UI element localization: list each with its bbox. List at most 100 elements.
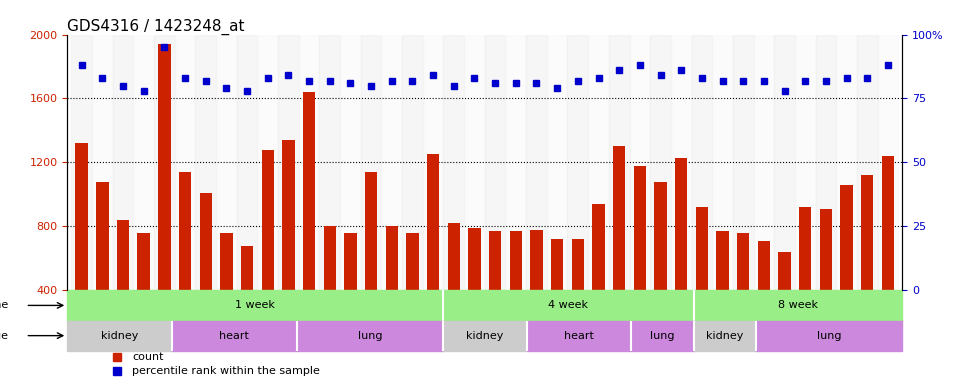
Bar	[133, 35, 154, 290]
Bar	[526, 321, 631, 351]
Bar	[634, 166, 646, 354]
Bar	[172, 321, 297, 351]
Bar	[282, 140, 295, 354]
Text: percentile rank within the sample: percentile rank within the sample	[132, 366, 321, 376]
Bar	[297, 321, 443, 351]
Text: tissue: tissue	[0, 331, 9, 341]
Text: kidney: kidney	[707, 331, 744, 341]
Bar	[861, 175, 874, 354]
Bar	[443, 290, 693, 321]
Bar	[406, 233, 419, 354]
Bar	[526, 35, 547, 290]
Bar	[365, 172, 377, 354]
Bar	[468, 228, 481, 354]
Bar	[650, 35, 671, 290]
Bar	[158, 44, 171, 354]
Text: 8 week: 8 week	[778, 300, 818, 310]
Bar	[691, 35, 712, 290]
Bar	[716, 231, 729, 354]
Bar	[427, 154, 440, 354]
Bar	[588, 35, 609, 290]
Bar	[675, 158, 687, 354]
Bar	[447, 223, 460, 354]
Bar	[712, 35, 732, 290]
Text: GDS4316 / 1423248_at: GDS4316 / 1423248_at	[67, 18, 245, 35]
Bar	[299, 35, 320, 290]
Bar	[857, 35, 877, 290]
Bar	[444, 35, 464, 290]
Bar	[820, 209, 832, 354]
Text: 4 week: 4 week	[548, 300, 588, 310]
Bar	[757, 241, 770, 354]
Bar	[696, 207, 708, 354]
Text: count: count	[132, 352, 164, 362]
Bar	[278, 35, 299, 290]
Bar	[693, 290, 902, 321]
Bar	[386, 226, 398, 354]
Bar	[381, 35, 402, 290]
Bar	[92, 35, 112, 290]
Bar	[671, 35, 691, 290]
Bar	[137, 233, 150, 354]
Bar	[655, 182, 667, 354]
Bar	[345, 233, 356, 354]
Bar	[795, 35, 816, 290]
Bar	[324, 226, 336, 354]
Bar	[631, 321, 693, 351]
Bar	[361, 35, 381, 290]
Bar	[216, 35, 237, 290]
Bar	[154, 35, 175, 290]
Bar	[320, 35, 340, 290]
Bar	[67, 290, 443, 321]
Bar	[71, 35, 92, 290]
Bar	[693, 321, 756, 351]
Bar	[422, 35, 444, 290]
Bar	[302, 92, 315, 354]
Bar	[877, 35, 899, 290]
Bar	[261, 150, 274, 354]
Text: kidney: kidney	[101, 331, 138, 341]
Bar	[609, 35, 630, 290]
Bar	[779, 252, 791, 354]
Bar	[840, 185, 852, 354]
Bar	[613, 146, 625, 354]
Bar	[732, 35, 754, 290]
Bar	[96, 182, 108, 354]
Bar	[112, 35, 133, 290]
Bar	[200, 193, 212, 354]
Bar	[237, 35, 257, 290]
Bar	[464, 35, 485, 290]
Bar	[737, 233, 750, 354]
Text: 1 week: 1 week	[235, 300, 276, 310]
Bar	[67, 321, 172, 351]
Bar	[241, 245, 253, 354]
Bar	[799, 207, 811, 354]
Bar	[774, 35, 795, 290]
Bar	[117, 220, 130, 354]
Bar	[485, 35, 506, 290]
Bar	[76, 143, 88, 354]
Text: lung: lung	[817, 331, 842, 341]
Text: lung: lung	[650, 331, 675, 341]
Bar	[816, 35, 836, 290]
Bar	[257, 35, 278, 290]
Bar	[567, 35, 588, 290]
Bar	[754, 35, 774, 290]
Bar	[756, 321, 902, 351]
Text: heart: heart	[219, 331, 250, 341]
Bar	[630, 35, 650, 290]
Bar	[571, 239, 584, 354]
Bar	[836, 35, 857, 290]
Bar	[489, 231, 501, 354]
Bar	[592, 204, 605, 354]
Bar	[196, 35, 216, 290]
Text: kidney: kidney	[467, 331, 503, 341]
Bar	[340, 35, 361, 290]
Text: time: time	[0, 300, 9, 310]
Bar	[547, 35, 567, 290]
Text: lung: lung	[358, 331, 382, 341]
Bar	[881, 156, 894, 354]
Bar	[551, 239, 564, 354]
Bar	[220, 233, 232, 354]
Bar	[175, 35, 196, 290]
